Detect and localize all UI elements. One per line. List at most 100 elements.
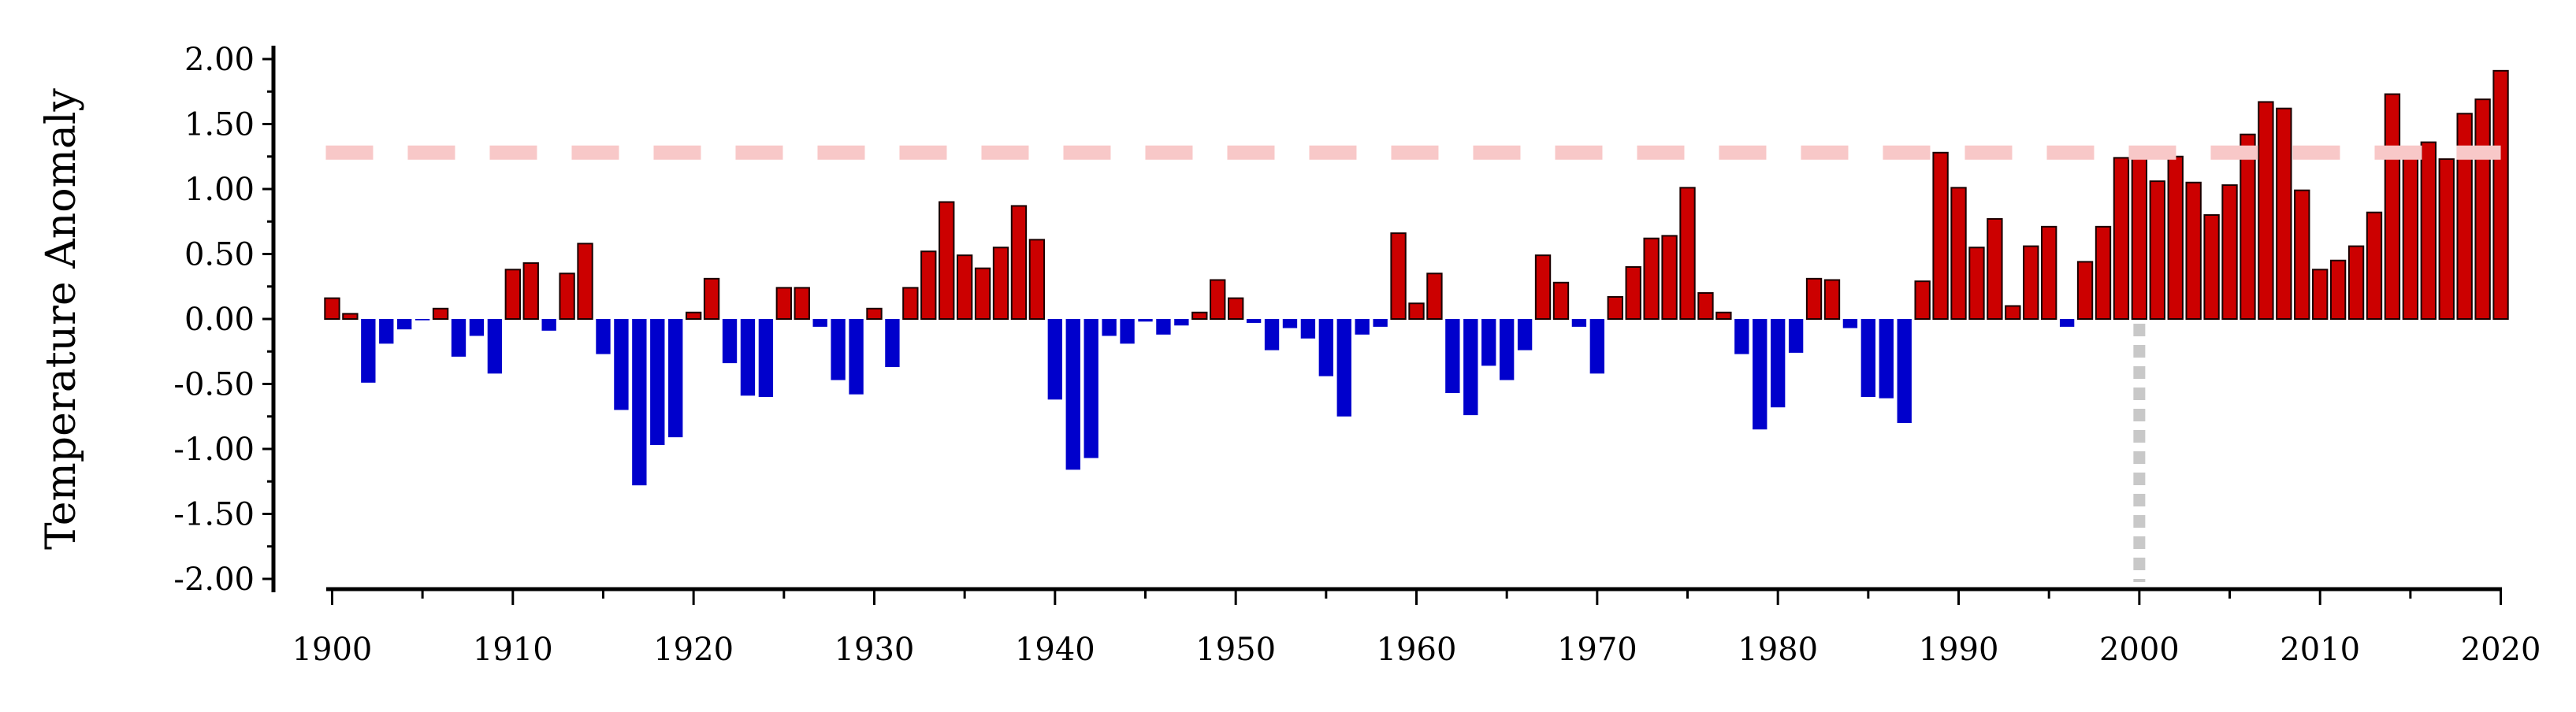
x-tick-label: 1960 <box>1377 632 1457 668</box>
bar-1987 <box>1897 319 1912 423</box>
bar-1978 <box>1734 319 1749 354</box>
y-tick-label: 0.00 <box>184 302 255 338</box>
bar-1975 <box>1679 187 1696 320</box>
bar-1993 <box>2005 305 2021 320</box>
bar-1916 <box>614 319 629 410</box>
y-tick-label: -2.00 <box>173 562 255 598</box>
x-tick-label: 1930 <box>835 632 915 668</box>
y-tick-label: 1.50 <box>184 107 255 143</box>
bar-1955 <box>1318 319 1334 376</box>
bar-2008 <box>2276 107 2292 320</box>
bar-1956 <box>1336 319 1351 417</box>
bar-1926 <box>794 287 810 320</box>
x-tick-label: 2000 <box>2099 632 2180 668</box>
bar-1959 <box>1390 232 1407 321</box>
bar-1901 <box>342 313 359 320</box>
bar-1909 <box>487 319 503 374</box>
bar-1903 <box>379 319 394 344</box>
y-axis-title-group: Temperature Anomaly <box>38 87 85 549</box>
bar-1929 <box>849 319 864 395</box>
bar-1965 <box>1500 319 1515 380</box>
bar-1920 <box>685 311 702 320</box>
bar-1919 <box>668 319 683 438</box>
bar-1934 <box>939 201 955 320</box>
x-tick-label: 2020 <box>2461 632 2541 668</box>
x-tick-label: 2010 <box>2280 632 2360 668</box>
bar-2011 <box>2329 259 2347 320</box>
y-tick-label: -1.50 <box>173 497 255 533</box>
bar-1968 <box>1552 281 1570 320</box>
bar-1924 <box>758 319 774 397</box>
x-tick-label: 1910 <box>473 632 553 668</box>
bar-1918 <box>650 319 665 446</box>
bar-1994 <box>2023 245 2039 321</box>
bar-1991 <box>1968 247 1985 320</box>
y-tick-label: 1.00 <box>184 172 255 208</box>
bar-1962 <box>1445 319 1460 394</box>
bar-1999 <box>2113 157 2130 320</box>
bar-1905 <box>414 319 430 321</box>
bar-1949 <box>1210 279 1226 320</box>
x-tick-label: 1920 <box>653 632 734 668</box>
x-tick-label: 1900 <box>292 632 373 668</box>
bar-2015 <box>2402 155 2419 320</box>
bar-1986 <box>1879 319 1894 399</box>
bar-1915 <box>596 319 611 354</box>
bar-1944 <box>1120 319 1135 344</box>
bar-1995 <box>2041 225 2057 321</box>
bar-1977 <box>1715 311 1732 320</box>
bar-1990 <box>1950 187 1967 320</box>
bar-1911 <box>522 262 539 320</box>
bar-1974 <box>1661 235 1678 320</box>
y-axis-title: Temperature Anomaly <box>38 87 85 549</box>
bar-2004 <box>2203 214 2220 320</box>
bar-1983 <box>1823 279 1841 320</box>
bar-2006 <box>2240 133 2256 320</box>
bar-1946 <box>1156 319 1171 335</box>
bar-1972 <box>1625 266 1641 320</box>
bar-2007 <box>2258 101 2274 320</box>
bar-1942 <box>1084 319 1098 458</box>
x-tick-label: 1940 <box>1015 632 1095 668</box>
bar-1940 <box>1047 319 1062 400</box>
bar-1925 <box>775 287 792 320</box>
y-tick-label: -1.00 <box>173 432 255 468</box>
bar-2005 <box>2221 184 2238 320</box>
bar-2001 <box>2149 180 2165 320</box>
bar-1931 <box>885 319 900 368</box>
bar-1935 <box>956 254 973 320</box>
bar-1970 <box>1589 319 1605 374</box>
bar-2002 <box>2167 155 2184 320</box>
bars <box>324 69 2509 486</box>
bar-1982 <box>1805 277 1823 321</box>
bar-1973 <box>1643 237 1660 321</box>
bar-1937 <box>992 247 1009 320</box>
bar-1961 <box>1426 273 1443 320</box>
bar-1984 <box>1842 319 1858 328</box>
bar-1958 <box>1373 319 1388 327</box>
y-tick-label: 2.00 <box>184 42 255 78</box>
bar-1910 <box>504 269 521 320</box>
y-tick-label: -0.50 <box>173 367 255 403</box>
bar-2017 <box>2438 158 2455 320</box>
bar-1966 <box>1517 319 1533 350</box>
bar-1938 <box>1010 205 1028 321</box>
bar-1907 <box>451 319 467 357</box>
x-ticks: 1900 1910 1920 1930 1940 1950 1960 1970 1980 1990… <box>292 589 2541 668</box>
bar-2010 <box>2312 269 2329 320</box>
bar-1985 <box>1860 319 1876 397</box>
bar-1954 <box>1300 319 1316 339</box>
bar-1948 <box>1191 311 1208 320</box>
bar-1914 <box>577 243 593 320</box>
bar-1912 <box>541 319 556 331</box>
bar-1950 <box>1227 297 1244 321</box>
bar-1922 <box>722 319 738 364</box>
bar-1913 <box>559 273 575 320</box>
bar-1943 <box>1102 319 1117 336</box>
bar-1904 <box>397 319 412 330</box>
bar-2016 <box>2420 141 2437 320</box>
bar-2020 <box>2492 69 2509 320</box>
bar-1998 <box>2095 225 2112 321</box>
